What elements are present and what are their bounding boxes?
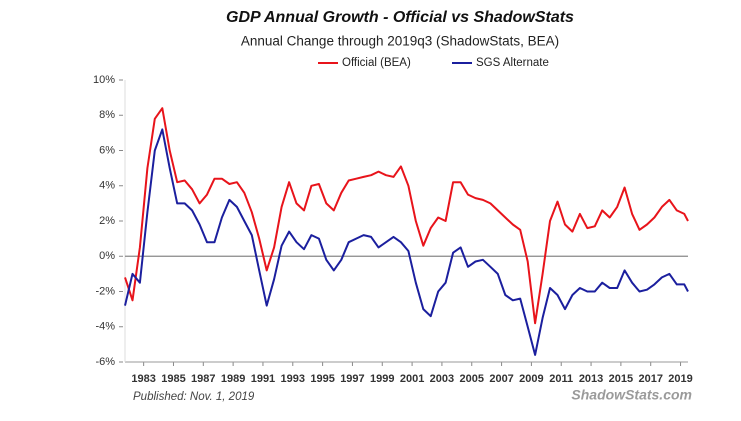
y-tick-label: 6% [99, 144, 115, 156]
y-tick-label: -4% [95, 321, 115, 333]
x-tick-label: 2007 [489, 373, 513, 385]
x-tick-label: 1991 [251, 373, 275, 385]
x-tick-label: 2005 [460, 373, 484, 385]
x-tick-label: 1995 [310, 373, 334, 385]
x-tick-label: 2017 [638, 373, 662, 385]
y-tick-label: 8% [99, 109, 115, 121]
x-tick-label: 2001 [400, 373, 424, 385]
x-tick-label: 1985 [161, 373, 185, 385]
x-tick-label: 1999 [370, 373, 394, 385]
legend-label: SGS Alternate [476, 57, 549, 69]
chart-title: GDP Annual Growth - Official vs ShadowSt… [226, 9, 574, 26]
x-tick-label: 1989 [221, 373, 245, 385]
x-tick-label: 2013 [579, 373, 603, 385]
chart-subtitle: Annual Change through 2019q3 (ShadowStat… [241, 34, 559, 49]
y-tick-label: -2% [95, 285, 115, 297]
y-tick-label: 0% [99, 250, 115, 262]
footnote: Published: Nov. 1, 2019 [133, 391, 255, 403]
x-tick-label: 2009 [519, 373, 543, 385]
series-line [124, 128, 689, 356]
x-tick-label: 1993 [281, 373, 305, 385]
x-tick-label: 2015 [609, 373, 633, 385]
x-tick-label: 2019 [668, 373, 692, 385]
y-tick-label: 2% [99, 215, 115, 227]
x-tick-label: 2011 [549, 373, 573, 385]
y-tick-label: 4% [99, 180, 115, 192]
y-tick-label: -6% [95, 356, 115, 368]
y-tick-label: 10% [93, 74, 115, 86]
series-line [124, 107, 689, 325]
source: ShadowStats.com [571, 387, 692, 403]
x-tick-label: 1983 [131, 373, 155, 385]
legend-label: Official (BEA) [342, 57, 411, 69]
x-tick-label: 1997 [340, 373, 364, 385]
x-tick-label: 2003 [430, 373, 454, 385]
x-tick-label: 1987 [191, 373, 215, 385]
